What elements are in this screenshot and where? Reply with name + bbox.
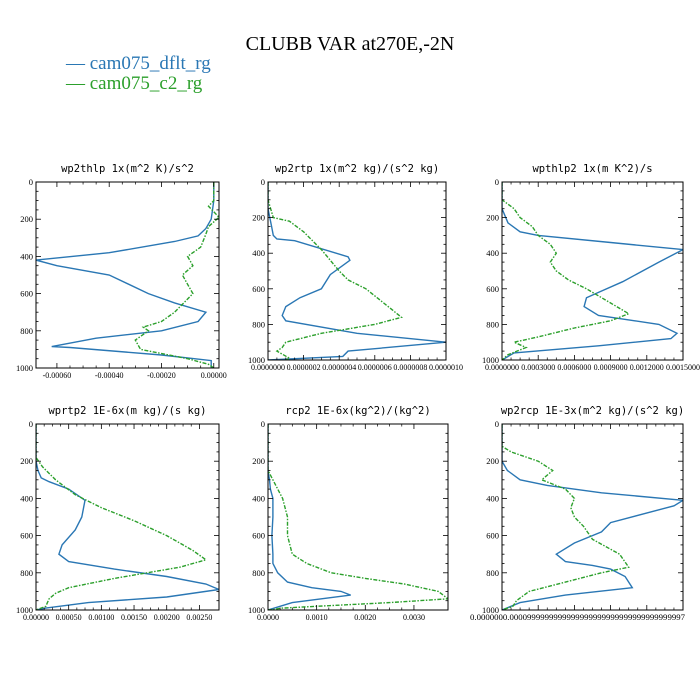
x-tick-label: 0.0000000 — [485, 363, 519, 372]
x-tick-label: 0.0003000 — [521, 363, 555, 372]
chart-panel: wprtp2 1E-6x(m kg)/(s kg) 0 200 400 600 800 10… — [16, 405, 220, 622]
series-line-dflt — [502, 424, 683, 610]
x-tick-label: 0.00200 — [154, 613, 180, 622]
x-tick-label: 0.0009000 — [594, 363, 628, 372]
legend: — cam075_dflt_rg— cam075_c2_rg — [65, 53, 211, 94]
plot-frame — [267, 423, 449, 611]
x-tick-label: 0.0000 — [257, 613, 279, 622]
series-line-dflt — [268, 182, 446, 360]
y-tick-label: 0 — [29, 419, 33, 429]
x-tick-label: 0.0000002 — [287, 363, 321, 372]
x-tick-label: 0.00000 — [201, 371, 227, 380]
y-tick-label: 200 — [20, 214, 33, 224]
panel-title: wp2rcp 1E-3x(m^2 kg)/(s^2 kg) — [501, 405, 684, 417]
y-tick-label: 800 — [252, 568, 265, 578]
series-line-dflt — [268, 424, 351, 610]
y-tick-label: 400 — [20, 251, 33, 261]
panel-title: wpthlp2 1x(m K^2)/s — [532, 163, 652, 175]
y-tick-label: 200 — [486, 213, 499, 223]
y-tick-label: 400 — [486, 248, 499, 258]
y-tick-label: 1000 — [16, 605, 33, 615]
y-tick-label: 1000 — [16, 363, 33, 373]
y-tick-label: 1000 — [482, 605, 499, 615]
y-tick-label: 1000 — [482, 355, 499, 365]
x-tick-label: 0.0000000 — [251, 363, 285, 372]
series-line-c2 — [502, 424, 630, 610]
x-tick-label: 0.0000006 — [358, 363, 392, 372]
series-line-c2 — [36, 424, 208, 610]
x-tick-label: 0.0030 — [403, 613, 425, 622]
series-line-c2 — [502, 182, 631, 360]
y-tick-label: 0 — [261, 419, 265, 429]
y-tick-label: 800 — [252, 319, 265, 329]
x-tick-label: -0.00020 — [147, 371, 176, 380]
x-tick-label: 0.0010 — [306, 613, 328, 622]
series-line-c2 — [268, 182, 404, 360]
x-tick-label: 0.0020 — [354, 613, 376, 622]
panel-title: wp2thlp 1x(m^2 K)/s^2 — [61, 163, 194, 175]
y-tick-label: 400 — [20, 493, 33, 503]
x-tick-label: 0.0000004 — [322, 363, 356, 372]
x-tick-label: -0.00040 — [95, 371, 124, 380]
y-tick-label: 200 — [252, 456, 265, 466]
y-tick-label: 600 — [20, 289, 33, 299]
x-tick-label: 0.0000008 — [393, 363, 427, 372]
figure-title: CLUBB VAR at270E,-2N — [246, 33, 455, 55]
y-tick-label: 800 — [486, 568, 499, 578]
x-tick-label: 0.0006000 — [557, 363, 591, 372]
y-tick-label: 600 — [20, 531, 33, 541]
legend-entry: — cam075_dflt_rg — [65, 53, 211, 74]
y-tick-label: 200 — [20, 456, 33, 466]
x-tick-label: 0.0015000 — [666, 363, 700, 372]
y-tick-label: 200 — [486, 456, 499, 466]
y-tick-label: 800 — [486, 319, 499, 329]
y-tick-label: 400 — [252, 493, 265, 503]
panel-title: wprtp2 1E-6x(m kg)/(s kg) — [48, 405, 206, 417]
y-tick-label: 600 — [252, 284, 265, 294]
x-tick-label: 0.00250 — [186, 613, 212, 622]
legend-entry: — cam075_c2_rg — [65, 73, 203, 94]
x-tick-label: 0.00150 — [121, 613, 147, 622]
panel-title: wp2rtp 1x(m^2 kg)/(s^2 kg) — [275, 163, 439, 175]
x-tick-label: -0.00060 — [43, 371, 72, 380]
panels: wp2thlp 1x(m^2 K)/s^2 0 200 400 600 800 1000 -0… — [16, 163, 700, 622]
series-line-dflt — [502, 182, 683, 360]
y-tick-label: 0 — [495, 419, 499, 429]
y-tick-label: 0 — [261, 177, 265, 187]
y-tick-label: 600 — [486, 284, 499, 294]
x-tick-label: 0.00100 — [88, 613, 114, 622]
chart-panel: wp2rtp 1x(m^2 kg)/(s^2 kg) 0 200 400 600 800 1… — [248, 163, 463, 372]
y-tick-label: 0 — [495, 177, 499, 187]
y-tick-label: 400 — [252, 248, 265, 258]
series-line-c2 — [268, 424, 448, 610]
chart-panel: wp2rcp 1E-3x(m^2 kg)/(s^2 kg)0 200 400 600 8… — [470, 405, 685, 622]
plot-frame — [501, 423, 684, 611]
y-tick-label: 0 — [29, 177, 33, 187]
y-tick-label: 600 — [486, 531, 499, 541]
chart-panel: wpthlp2 1x(m K^2)/s020040060080010000.00… — [482, 163, 700, 372]
y-tick-label: 1000 — [248, 605, 265, 615]
series-line-dflt — [36, 424, 219, 610]
series-line-dflt — [36, 182, 215, 368]
y-tick-label: 200 — [252, 213, 265, 223]
plot-frame — [35, 181, 220, 369]
x-tick-label-run: 0.0000000.000099999999999999999999999999… — [470, 613, 685, 622]
y-tick-label: 800 — [20, 326, 33, 336]
plot-frame — [501, 181, 684, 361]
panel-title: rcp2 1E-6x(kg^2)/(kg^2) — [285, 405, 430, 417]
chart-panel: rcp2 1E-6x(kg^2)/(kg^2) 0 200 400 600 800 1000… — [248, 405, 449, 622]
y-tick-label: 400 — [486, 493, 499, 503]
y-tick-label: 1000 — [248, 355, 265, 365]
x-tick-label: 0.0000010 — [429, 363, 463, 372]
y-tick-label: 600 — [252, 531, 265, 541]
x-tick-label: 0.00000 — [23, 613, 49, 622]
series-line-c2 — [134, 182, 219, 368]
plot-frame — [35, 423, 220, 611]
y-tick-label: 800 — [20, 568, 33, 578]
x-tick-label: 0.0012000 — [630, 363, 664, 372]
chart-panel: wp2thlp 1x(m^2 K)/s^2 0 200 400 600 800 1000 -0… — [16, 163, 227, 380]
x-tick-label: 0.00050 — [56, 613, 82, 622]
